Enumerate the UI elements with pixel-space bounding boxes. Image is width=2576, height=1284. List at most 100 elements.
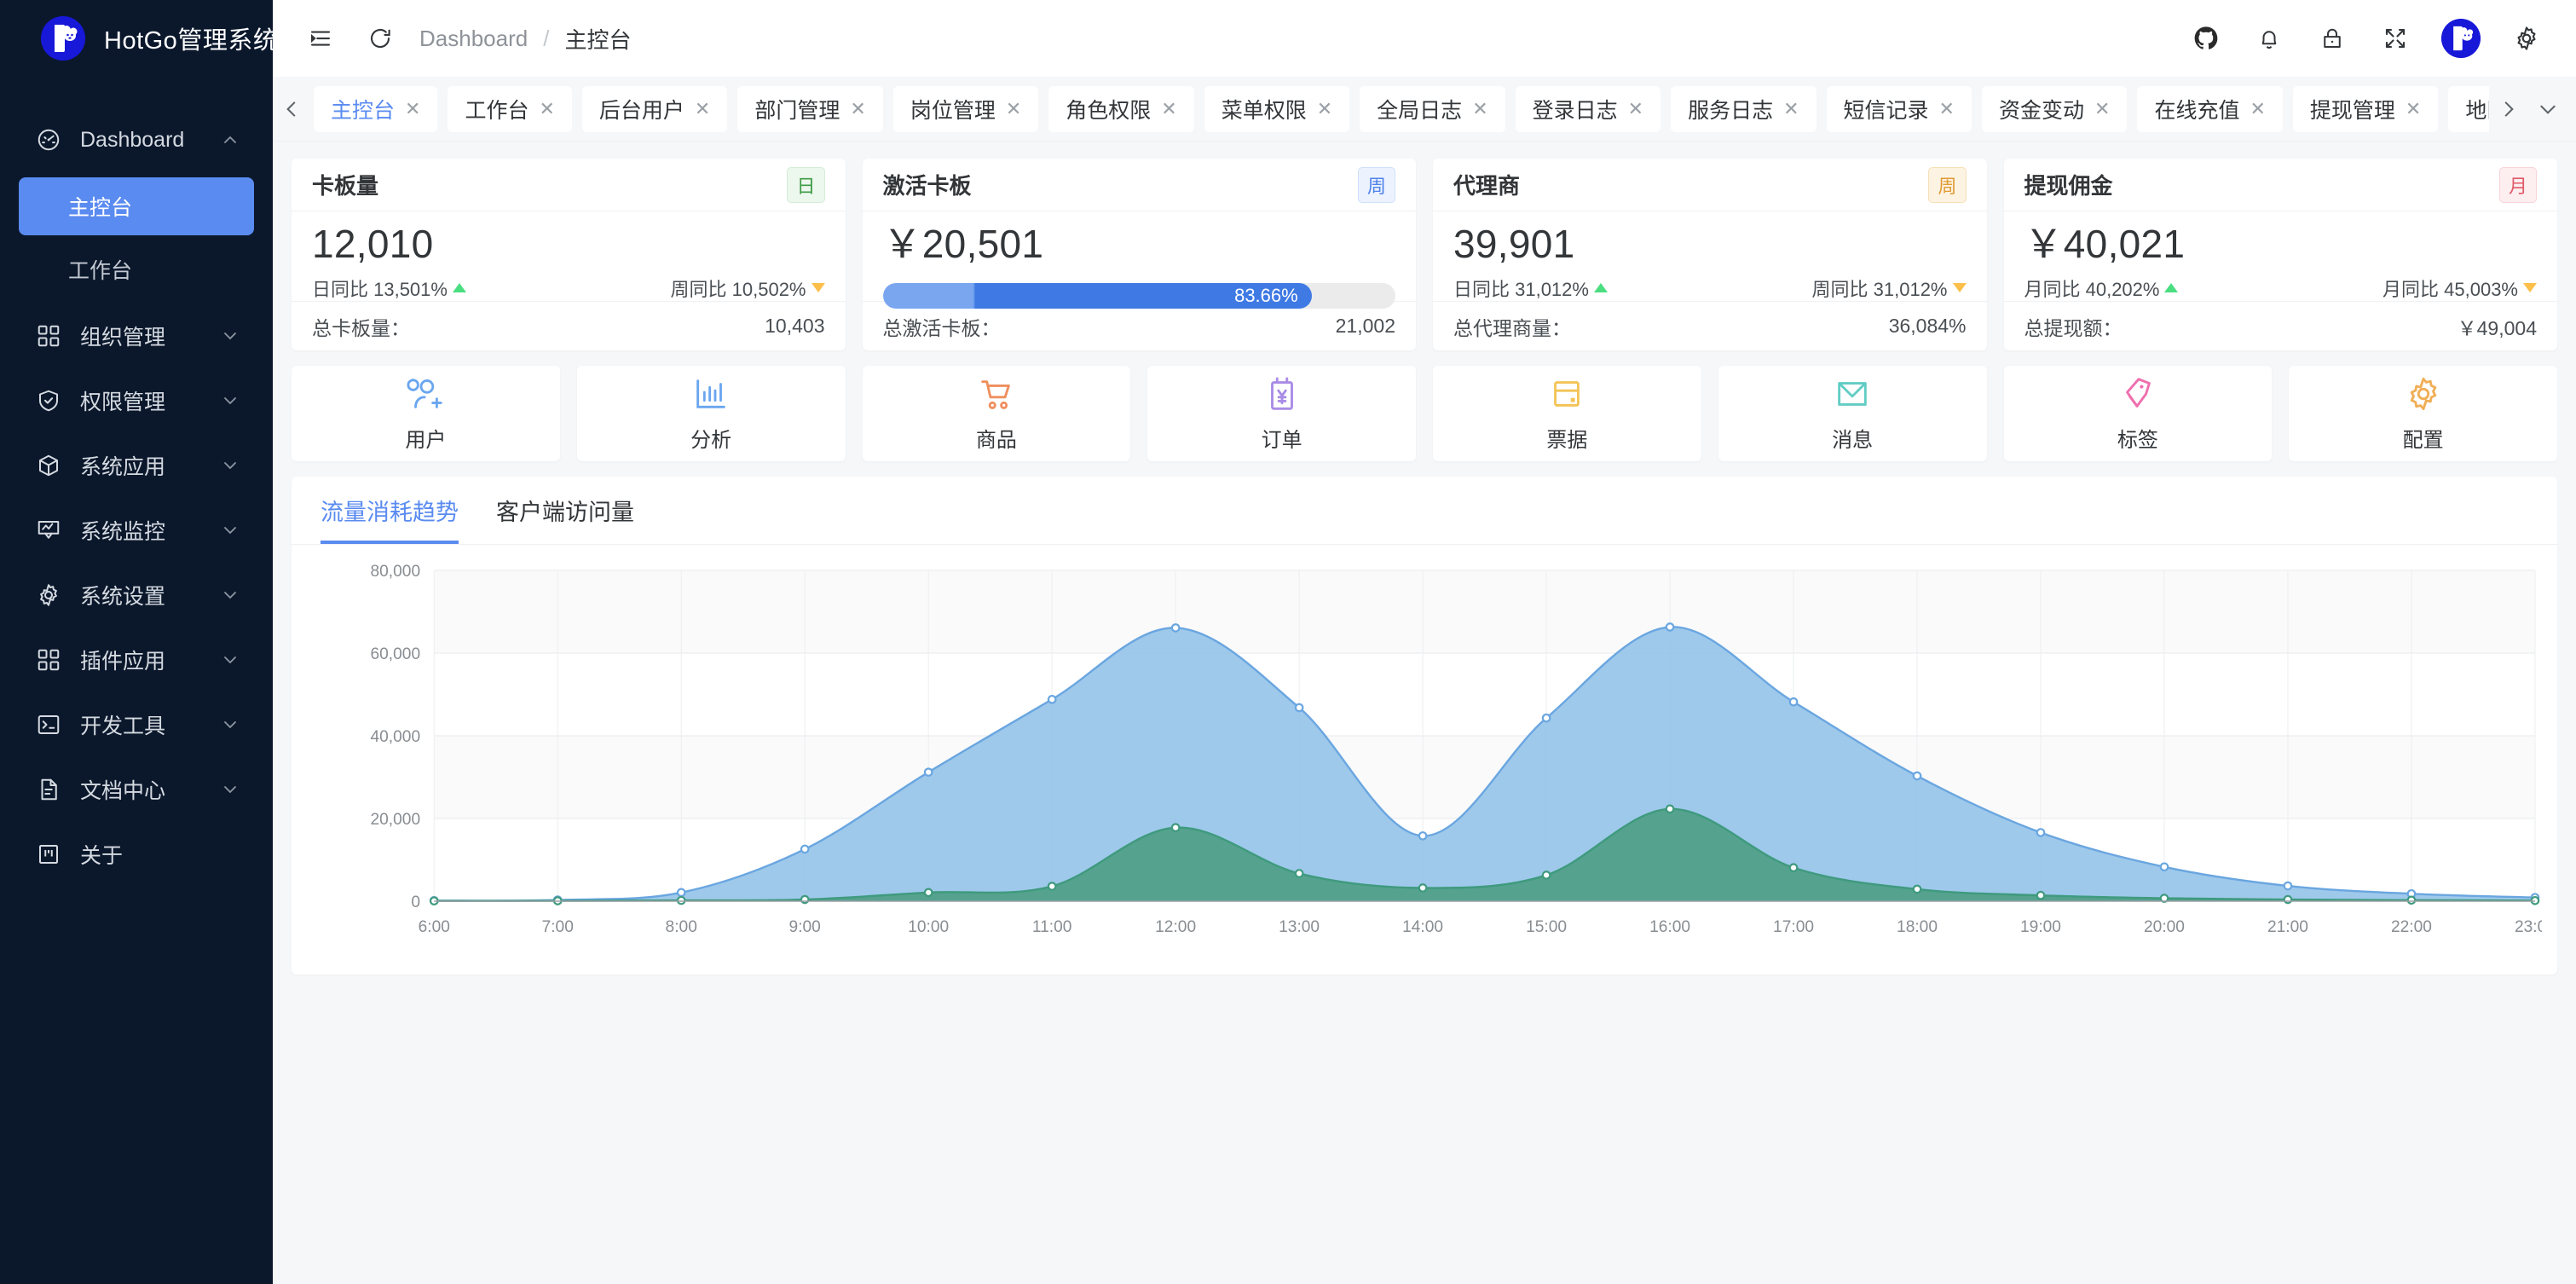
tab-label: 服务日志	[1688, 98, 1774, 123]
tab-close-icon[interactable]: ✕	[1938, 97, 1955, 119]
chevron-down-icon	[220, 390, 240, 411]
quick-action-user-add[interactable]: 用户	[292, 366, 560, 461]
sidebar-item-gongzuotai[interactable]: 工作台	[19, 240, 254, 298]
quick-action-label: 用户	[405, 429, 447, 452]
tab-item[interactable]: 短信记录 ✕	[1826, 85, 1972, 132]
brand[interactable]: HotGo管理系统	[0, 0, 278, 77]
settings-gear-icon[interactable]	[2510, 21, 2544, 55]
sidebar-item-permission[interactable]: 权限管理	[0, 368, 273, 433]
tab-item[interactable]: 全局日志 ✕	[1360, 85, 1505, 132]
tab-item[interactable]: 部门管理 ✕	[737, 85, 883, 132]
sidebar-item-org[interactable]: 组织管理	[0, 304, 273, 368]
page-content: 卡板量 日 12,010 日同比 13,501% 周同比 10,502%	[273, 142, 2576, 1284]
tab-bar: 主控台 ✕ 工作台 ✕ 后台用户 ✕ 部门管理 ✕ 岗位管理 ✕ 角色权限 ✕ 菜单权限 ✕ 全局日志 ✕ 登录…	[273, 77, 2576, 142]
tab-item[interactable]: 地区编码	[2448, 85, 2489, 132]
stat-card-deltas: 日同比 31,012% 周同比 31,012%	[1453, 275, 1967, 302]
shield-check-icon	[36, 388, 61, 414]
sidebar-item-label: 组织管理	[80, 326, 166, 350]
tab-close-icon[interactable]: ✕	[1316, 97, 1333, 119]
chevron-right-icon[interactable]	[2489, 98, 2528, 120]
github-icon[interactable]	[2189, 21, 2223, 55]
tab-item[interactable]: 主控台 ✕	[314, 85, 438, 132]
tab-close-icon[interactable]: ✕	[1005, 97, 1022, 119]
tab-close-icon[interactable]: ✕	[539, 97, 555, 119]
tab-close-icon[interactable]: ✕	[1472, 97, 1488, 119]
tabs-scroll-container: 主控台 ✕ 工作台 ✕ 后台用户 ✕ 部门管理 ✕ 岗位管理 ✕ 角色权限 ✕ 菜单权限 ✕ 全局日志 ✕ 登录…	[310, 85, 2489, 132]
tab-item[interactable]: 岗位管理 ✕	[892, 85, 1039, 132]
x-axis-tick-label: 22:00	[2391, 918, 2432, 936]
monitor-pulse-icon	[36, 518, 61, 543]
sidebar-item-about[interactable]: 关于	[0, 822, 273, 887]
quick-action-bar-chart[interactable]: 分析	[576, 366, 846, 461]
user-avatar-icon[interactable]	[2441, 19, 2481, 58]
tab-item[interactable]: 在线充值 ✕	[2137, 85, 2283, 132]
tag-icon	[2118, 374, 2157, 418]
tab-label: 全局日志	[1377, 98, 1463, 123]
sidebar-item-syssettings[interactable]: 系统设置	[0, 563, 273, 628]
chevron-down-icon[interactable]	[2528, 98, 2567, 120]
quick-action-mail[interactable]: 消息	[1718, 366, 1987, 461]
traffic-area-chart[interactable]: 0 20,000 40,000 60,000 80,000 6:00 7:00 8:00 9:0…	[307, 560, 2542, 961]
stat-card-body: ￥40,021 月同比 40,202% 月同比 45,003%	[2004, 211, 2558, 301]
menu-collapse-icon[interactable]	[302, 20, 339, 57]
tab-close-icon[interactable]: ✕	[2250, 97, 2266, 119]
tab-item[interactable]: 工作台 ✕	[448, 85, 572, 132]
arrow-down-icon	[2523, 283, 2537, 293]
quick-action-label: 商品	[975, 429, 1017, 452]
user-add-icon	[406, 374, 445, 418]
tab-close-icon[interactable]: ✕	[2094, 97, 2111, 119]
tab-item[interactable]: 资金变动 ✕	[1981, 85, 2128, 132]
main-column: Dashboard / 主控台	[273, 0, 2576, 1284]
quick-action-invoice[interactable]: 票据	[1433, 366, 1701, 461]
tab-item[interactable]: 登录日志 ✕	[1515, 85, 1661, 132]
tab-item[interactable]: 服务日志 ✕	[1671, 85, 1816, 132]
tab-item[interactable]: 角色权限 ✕	[1048, 85, 1194, 132]
delta-secondary: 月同比 45,003%	[2383, 275, 2537, 302]
chevron-left-icon[interactable]	[273, 98, 310, 120]
tab-label: 主控台	[331, 98, 396, 123]
tab-traffic-trend[interactable]: 流量消耗趋势	[321, 494, 459, 544]
quick-action-cart[interactable]: 商品	[862, 366, 1131, 461]
tab-close-icon[interactable]: ✕	[1161, 97, 1177, 119]
quick-action-tag[interactable]: 标签	[2003, 366, 2273, 461]
sidebar-item-sysmonitor[interactable]: 系统监控	[0, 498, 273, 563]
fullscreen-icon[interactable]	[2378, 21, 2412, 55]
tab-close-icon[interactable]: ✕	[2405, 97, 2422, 119]
quick-action-config-gear[interactable]: 配置	[2289, 366, 2557, 461]
tab-label: 工作台	[465, 98, 529, 123]
bell-icon[interactable]	[2252, 21, 2286, 55]
quick-action-label: 分析	[690, 429, 732, 452]
sidebar-item-sysapp[interactable]: 系统应用	[0, 433, 273, 498]
quick-action-order-yen[interactable]: 订单	[1147, 366, 1416, 461]
tab-item[interactable]: 菜单权限 ✕	[1204, 85, 1350, 132]
sidebar-item-docs[interactable]: 文档中心	[0, 757, 273, 822]
breadcrumb-root[interactable]: Dashboard	[419, 25, 528, 51]
stat-card-body: 12,010 日同比 13,501% 周同比 10,502%	[292, 211, 846, 301]
tab-item[interactable]: 后台用户 ✕	[581, 85, 728, 132]
tab-close-icon[interactable]: ✕	[1783, 97, 1799, 119]
refresh-icon[interactable]	[361, 20, 399, 57]
stat-card-title: 代理商	[1453, 173, 1521, 199]
sidebar-item-plugins[interactable]: 插件应用	[0, 628, 273, 692]
tab-item[interactable]: 提现管理 ✕	[2292, 85, 2439, 132]
lock-icon[interactable]	[2315, 21, 2349, 55]
sidebar-item-zhukongtai[interactable]: 主控台	[19, 177, 254, 235]
progress-bar: 83.66%	[882, 282, 1395, 309]
stat-card-header: 提现佣金 月	[2003, 159, 2557, 211]
gear-icon	[36, 582, 61, 608]
delta-primary: 日同比 13,501%	[312, 275, 466, 302]
mail-icon	[1833, 374, 1872, 418]
tab-close-icon[interactable]: ✕	[1627, 97, 1644, 119]
chart-panel-tabs: 流量消耗趋势 客户端访问量	[292, 477, 2557, 545]
tab-close-icon[interactable]: ✕	[850, 97, 866, 119]
sidebar: HotGo管理系统 Dashboard	[0, 0, 278, 1284]
sidebar-item-dashboard[interactable]: Dashboard	[0, 107, 273, 172]
tab-client-visits[interactable]: 客户端访问量	[496, 494, 634, 544]
status-badge: 周	[1357, 166, 1395, 203]
sidebar-item-devtools[interactable]: 开发工具	[0, 692, 273, 757]
document-icon	[36, 777, 61, 802]
x-axis-tick-label: 7:00	[542, 918, 574, 936]
tab-close-icon[interactable]: ✕	[694, 97, 711, 119]
tab-label: 岗位管理	[910, 98, 996, 123]
tab-close-icon[interactable]: ✕	[405, 97, 421, 119]
